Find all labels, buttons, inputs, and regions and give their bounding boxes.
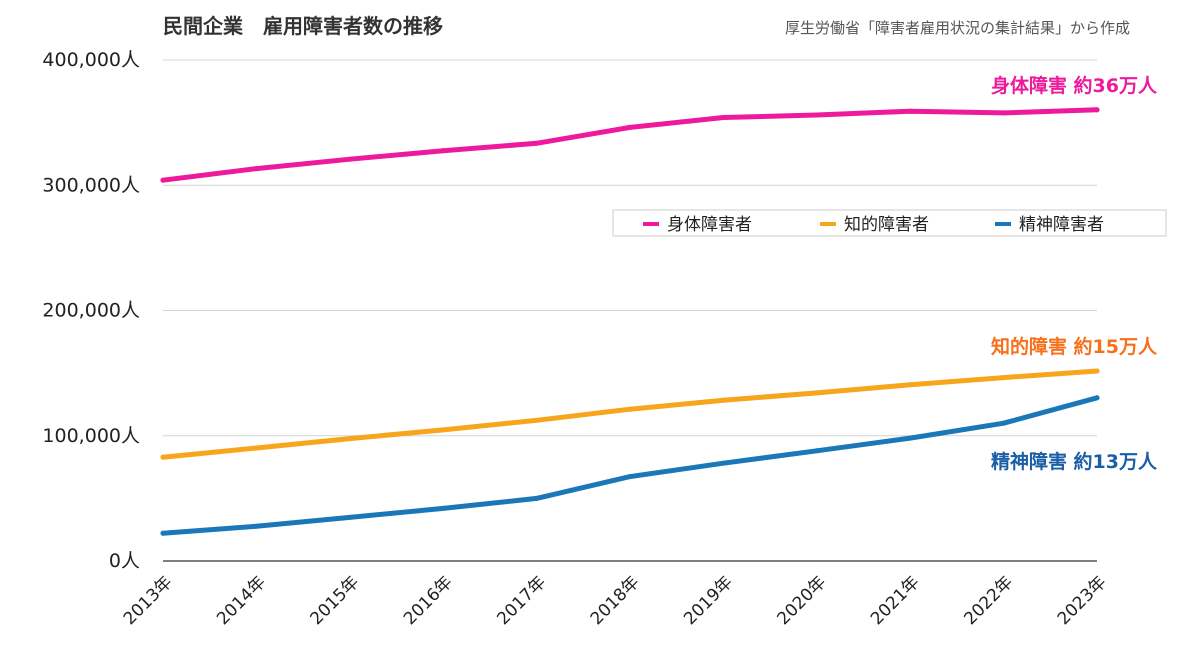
x-tick-label: 2023年 (1054, 572, 1111, 629)
data-point (440, 427, 446, 433)
data-point (534, 140, 540, 146)
data-point (627, 124, 633, 130)
data-point (907, 382, 913, 388)
data-point (347, 436, 353, 442)
series-annotation: 精神障害 約13万人 (991, 450, 1158, 473)
x-tick-label: 2016年 (400, 572, 457, 629)
data-point (907, 435, 913, 441)
y-tick-label: 200,000人 (42, 300, 140, 322)
data-point (440, 148, 446, 154)
data-point (1094, 368, 1100, 374)
data-point (440, 505, 446, 511)
y-tick-label: 100,000人 (42, 425, 140, 447)
data-point (1001, 110, 1007, 116)
x-tick-label: 2020年 (774, 572, 831, 629)
series-annotation: 知的障害 約15万人 (991, 335, 1158, 358)
x-tick-label: 2018年 (587, 572, 644, 629)
legend-box (612, 209, 1167, 237)
x-tick-label: 2021年 (867, 572, 924, 629)
x-tick-label: 2019年 (680, 572, 737, 629)
y-tick-label: 400,000人 (42, 49, 140, 71)
data-point (814, 112, 820, 118)
legend: 身体障害者 知的障害者 精神障害者 (612, 209, 1167, 237)
data-point (347, 156, 353, 162)
series-line (160, 368, 1100, 460)
data-point (1001, 375, 1007, 381)
data-point (347, 514, 353, 520)
data-point (814, 448, 820, 454)
series-lines (160, 107, 1100, 536)
y-tick-label: 300,000人 (42, 174, 140, 196)
x-tick-label: 2014年 (213, 572, 270, 629)
data-point (720, 460, 726, 466)
y-tick-label: 0人 (109, 550, 140, 572)
x-tick-label: 2017年 (493, 572, 550, 629)
chart-source: 厚生労働省「障害者雇用状況の集計結果」から作成 (785, 19, 1130, 37)
data-point (720, 397, 726, 403)
series-annotation: 身体障害 約36万人 (991, 74, 1158, 97)
data-point (160, 454, 166, 460)
data-point (627, 474, 633, 480)
data-point (534, 417, 540, 423)
data-point (1001, 420, 1007, 426)
legend-label: 知的障害者 (844, 215, 929, 235)
x-tick-label: 2013年 (120, 572, 177, 629)
series-line (160, 395, 1100, 536)
data-point (160, 177, 166, 183)
data-point (1094, 395, 1100, 401)
data-point (253, 166, 259, 172)
data-point (1094, 107, 1100, 113)
data-point (534, 495, 540, 501)
legend-label: 身体障害者 (667, 215, 752, 235)
data-point (253, 445, 259, 451)
series-line (160, 107, 1100, 183)
grid-lines (163, 59, 1097, 562)
data-point (814, 390, 820, 396)
x-tick-label: 2015年 (307, 572, 364, 629)
data-point (627, 406, 633, 412)
x-tick-label: 2022年 (960, 572, 1017, 629)
data-point (253, 523, 259, 529)
data-point (160, 530, 166, 536)
legend-label: 精神障害者 (1019, 215, 1104, 235)
data-point (907, 108, 913, 114)
chart-title: 民間企業 雇用障害者数の推移 (163, 14, 443, 38)
y-axis: 0人 100,000人 200,000人 300,000人 400,000人 (42, 49, 140, 572)
data-point (720, 114, 726, 120)
x-axis: 2013年 2014年 2015年 2016年 2017年 2018年 2019年 2020年… (120, 572, 1111, 629)
